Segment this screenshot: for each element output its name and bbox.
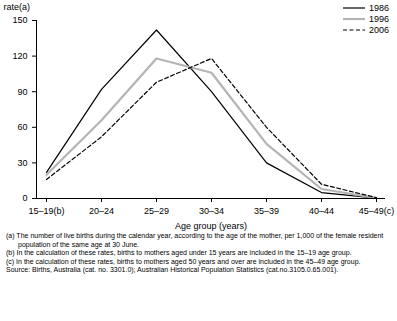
html-text:(c) In the calculation of thes: (c) In the calculation of these rates, b… xyxy=(6,257,361,265)
svg-text:40–44: 40–44 xyxy=(309,206,334,216)
svg-text:35–39: 35–39 xyxy=(254,206,279,216)
svg-text:45–49(c): 45–49(c) xyxy=(359,206,395,216)
svg-text:120: 120 xyxy=(12,51,27,61)
svg-text:20–24: 20–24 xyxy=(89,206,114,216)
html-text:1996: 1996 xyxy=(369,13,389,24)
html-text:1986: 1986 xyxy=(369,2,389,13)
svg-text:60: 60 xyxy=(17,122,27,132)
html-text:2006: 2006 xyxy=(369,24,389,35)
svg-text:30: 30 xyxy=(17,158,27,168)
svg-text:Age group (years): Age group (years) xyxy=(175,221,247,231)
svg-text:0: 0 xyxy=(22,193,27,203)
svg-text:25–29: 25–29 xyxy=(144,206,169,216)
svg-text:15–19(b): 15–19(b) xyxy=(28,206,64,216)
svg-text:150: 150 xyxy=(12,15,27,25)
svg-text:30–34: 30–34 xyxy=(199,206,224,216)
html-text:(b) In the calculation of thes: (b) In the calculation of these rates, b… xyxy=(6,249,352,257)
html-text:Source: Births, Australia (cat: Source: Births, Australia (cat. no. 3301… xyxy=(6,266,339,274)
svg-text:90: 90 xyxy=(17,87,27,97)
svg-text:rate(a): rate(a) xyxy=(4,2,31,12)
html-text:(a) The number of live births: (a) The number of live births during the… xyxy=(6,232,384,248)
